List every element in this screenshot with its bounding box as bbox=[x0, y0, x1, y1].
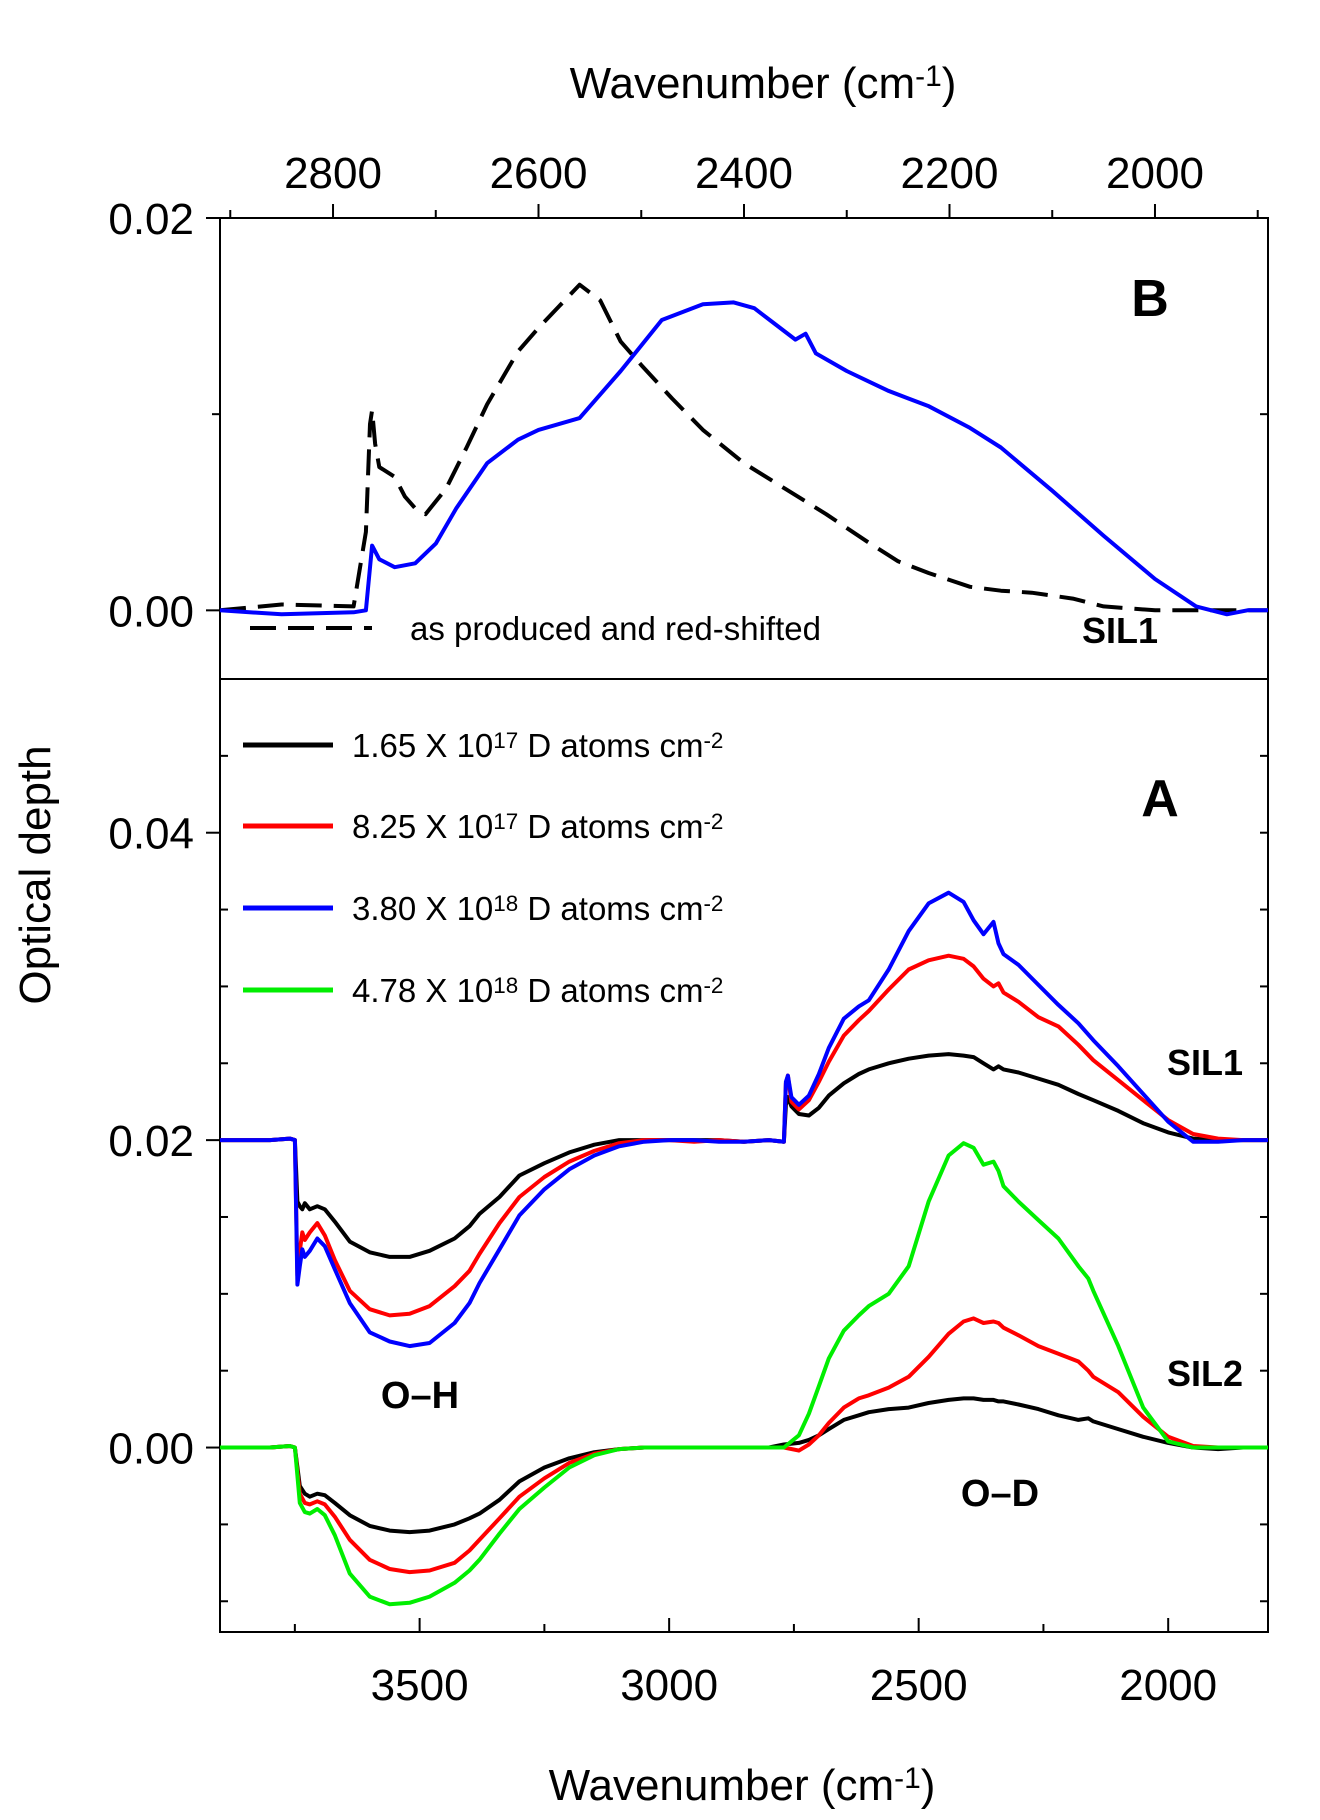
sample-label-sil1: SIL1 bbox=[1082, 610, 1158, 651]
text-span: 3.80 X 10 bbox=[352, 890, 493, 927]
panel-a: 3500 3000 2500 2000 0.00 0.02 0.04 Wavenumber (… bbox=[11, 678, 1269, 1810]
superscript: -1 bbox=[915, 60, 942, 93]
superscript: -2 bbox=[703, 891, 723, 916]
x-tick-label: 2800 bbox=[284, 149, 382, 198]
text-span: D atoms cm bbox=[518, 972, 703, 1009]
superscript: 18 bbox=[493, 891, 518, 916]
series-line-sil1-3-80e18 bbox=[220, 890, 1268, 1349]
series-line-sil2-1-65e17 bbox=[220, 1396, 1268, 1535]
text-span: Wavenumber (cm bbox=[549, 1761, 895, 1810]
text-span: D atoms cm bbox=[518, 727, 703, 764]
x-tick-label: 2000 bbox=[1119, 1661, 1217, 1710]
y-tick-label: 0.00 bbox=[108, 587, 194, 636]
legend-label: 4.78 X 1018 D atoms cm-2 bbox=[352, 972, 723, 1009]
series-line-sil2-8-25e17 bbox=[220, 1316, 1268, 1575]
superscript: -2 bbox=[703, 809, 723, 834]
text-span: D atoms cm bbox=[518, 890, 703, 927]
text-span: Wavenumber (cm bbox=[570, 59, 916, 108]
y-tick-label: 0.00 bbox=[108, 1425, 194, 1474]
sample-label-sil2: SIL2 bbox=[1167, 1353, 1243, 1394]
band-label-od: O–D bbox=[961, 1473, 1039, 1515]
series-line-sil2-4-78e18 bbox=[220, 1141, 1268, 1607]
superscript: 17 bbox=[493, 728, 518, 753]
panel-label-b: B bbox=[1131, 270, 1169, 328]
bottom-x-axis-title: Wavenumber (cm-1) bbox=[549, 1761, 936, 1810]
superscript: 18 bbox=[493, 973, 518, 998]
legend-label-as-produced: as produced and red-shifted bbox=[410, 610, 821, 647]
x-tick-label: 2000 bbox=[1106, 149, 1204, 198]
x-tick-label: 2500 bbox=[870, 1661, 968, 1710]
panel-b: 2800 2600 2400 2200 2000 0.00 0.02 Wavenumber (… bbox=[108, 59, 1269, 680]
top-x-axis-title: Wavenumber (cm-1) bbox=[570, 59, 957, 108]
x-tick-label: 2400 bbox=[695, 149, 793, 198]
band-label-oh: O–H bbox=[381, 1375, 459, 1417]
panel-label-a: A bbox=[1141, 770, 1179, 828]
legend-label: 3.80 X 1018 D atoms cm-2 bbox=[352, 890, 723, 927]
superscript: 17 bbox=[493, 809, 518, 834]
superscript: -2 bbox=[703, 973, 723, 998]
series-line-as-produced bbox=[219, 282, 1268, 613]
y-tick-label: 0.02 bbox=[108, 1117, 194, 1166]
superscript: -2 bbox=[703, 728, 723, 753]
x-tick-label: 2200 bbox=[901, 149, 999, 198]
x-tick-label: 2600 bbox=[490, 149, 588, 198]
series-line-sil1-8-25e17 bbox=[220, 953, 1268, 1318]
y-tick-label: 0.02 bbox=[108, 195, 194, 244]
text-span: ) bbox=[921, 1761, 936, 1810]
sample-label-sil1: SIL1 bbox=[1167, 1042, 1243, 1083]
x-tick-label: 3500 bbox=[371, 1661, 469, 1710]
superscript: -1 bbox=[894, 1762, 921, 1795]
y-axis-title: Optical depth bbox=[11, 745, 60, 1004]
series-line-sil1-1-65e17 bbox=[220, 1052, 1268, 1259]
text-span: ) bbox=[942, 59, 957, 108]
legend-label: 1.65 X 1017 D atoms cm-2 bbox=[352, 727, 723, 764]
text-span: 8.25 X 10 bbox=[352, 808, 493, 845]
panel-a-frame bbox=[219, 678, 1269, 1633]
x-tick-label: 3000 bbox=[620, 1661, 718, 1710]
text-span: 1.65 X 10 bbox=[352, 727, 493, 764]
y-tick-label: 0.04 bbox=[108, 810, 194, 859]
text-span: 4.78 X 10 bbox=[352, 972, 493, 1009]
series-line-blue bbox=[219, 300, 1268, 617]
legend-label: 8.25 X 1017 D atoms cm-2 bbox=[352, 808, 723, 845]
text-span: D atoms cm bbox=[518, 808, 703, 845]
